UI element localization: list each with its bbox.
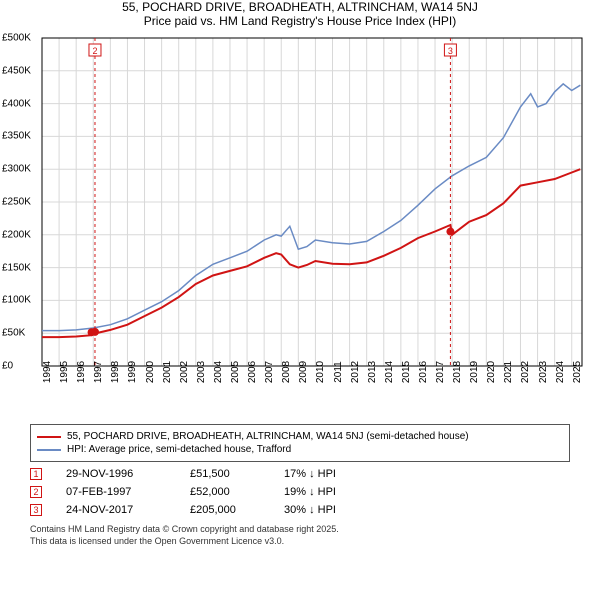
transaction-price: £51,500 [190,468,260,480]
footer-line-1: Contains HM Land Registry data © Crown c… [30,524,570,536]
transaction-date: 29-NOV-1996 [66,468,166,480]
transaction-date: 24-NOV-2017 [66,504,166,516]
transaction-index: 3 [30,504,42,516]
chart-area: 23 £0£50K£100K£150K£200K£250K£300K£350K£… [0,34,600,414]
transaction-date: 07-FEB-1997 [66,486,166,498]
y-axis-label: £0 [2,361,13,372]
footer-text: Contains HM Land Registry data © Crown c… [30,524,570,547]
svg-text:3: 3 [448,46,453,56]
chart-svg: 23 [0,34,600,414]
chart-title: 55, POCHARD DRIVE, BROADHEATH, ALTRINCHA… [0,0,600,14]
legend: 55, POCHARD DRIVE, BROADHEATH, ALTRINCHA… [30,424,570,462]
transaction-vs-hpi: 30% ↓ HPI [284,504,394,516]
y-axis-label: £500K [2,33,31,44]
legend-label: 55, POCHARD DRIVE, BROADHEATH, ALTRINCHA… [67,431,469,442]
y-axis-label: £50K [2,328,25,339]
y-axis-label: £400K [2,98,31,109]
y-axis-label: £300K [2,164,31,175]
y-axis-label: £100K [2,295,31,306]
transaction-row: 1 29-NOV-1996 £51,500 17% ↓ HPI [30,468,570,480]
transaction-index: 1 [30,468,42,480]
transaction-row: 2 07-FEB-1997 £52,000 19% ↓ HPI [30,486,570,498]
transactions-table: 1 29-NOV-1996 £51,500 17% ↓ HPI 2 07-FEB-1997… [30,468,570,516]
legend-label: HPI: Average price, semi-detached house,… [67,444,291,455]
transaction-price: £52,000 [190,486,260,498]
transaction-price: £205,000 [190,504,260,516]
y-axis-label: £450K [2,65,31,76]
y-axis-label: £200K [2,229,31,240]
y-axis-label: £150K [2,262,31,273]
transaction-row: 3 24-NOV-2017 £205,000 30% ↓ HPI [30,504,570,516]
transaction-vs-hpi: 17% ↓ HPI [284,468,394,480]
x-axis-label: 2025 [572,361,600,383]
legend-item: 55, POCHARD DRIVE, BROADHEATH, ALTRINCHA… [37,431,563,442]
y-axis-label: £250K [2,197,31,208]
svg-text:2: 2 [92,46,97,56]
legend-swatch [37,449,61,451]
transaction-vs-hpi: 19% ↓ HPI [284,486,394,498]
legend-swatch [37,436,61,438]
y-axis-label: £350K [2,131,31,142]
footer-line-2: This data is licensed under the Open Gov… [30,536,570,548]
chart-subtitle: Price paid vs. HM Land Registry's House … [0,14,600,28]
transaction-index: 2 [30,486,42,498]
legend-item: HPI: Average price, semi-detached house,… [37,444,563,455]
